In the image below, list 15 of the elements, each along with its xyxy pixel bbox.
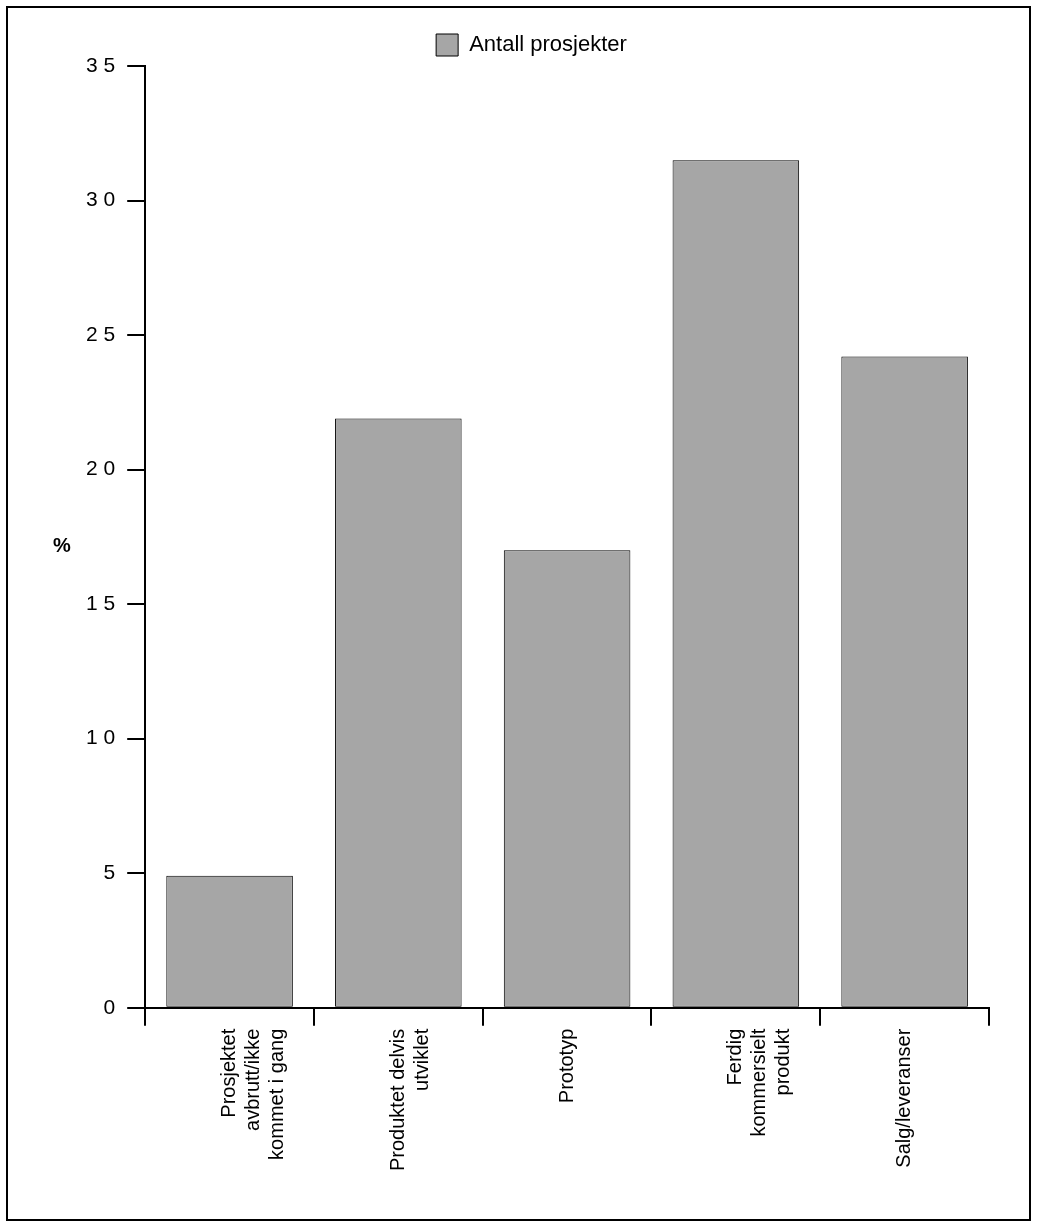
y-tick-label: 0 bbox=[103, 994, 116, 1018]
y-tick-label: 2 0 bbox=[85, 456, 116, 480]
x-tick-label: Ferdig kommersielt produkt bbox=[723, 1028, 794, 1137]
y-tick-label: 5 bbox=[103, 859, 116, 883]
y-tick-label: 1 5 bbox=[85, 590, 116, 614]
y-tick-label: 1 0 bbox=[85, 725, 116, 749]
x-tick-label: Prosjektet avbrutt/ikke kommet i gang bbox=[217, 1028, 288, 1160]
y-tick-label: 3 0 bbox=[85, 187, 116, 211]
y-axis-title: % bbox=[53, 534, 72, 557]
legend-label: Antall prosjekter bbox=[469, 31, 627, 57]
x-tick-label: Salg/leveranser bbox=[892, 1028, 915, 1168]
x-tick-label: Prototyp bbox=[554, 1028, 577, 1104]
y-tick-label: 2 5 bbox=[85, 321, 116, 345]
x-tick-label: Produktet delvis utviklet bbox=[385, 1028, 432, 1171]
y-tick-label: 3 5 bbox=[85, 52, 116, 76]
